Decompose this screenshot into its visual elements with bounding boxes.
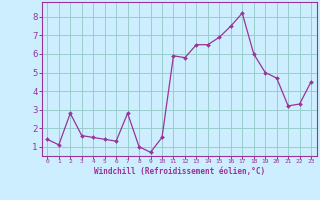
X-axis label: Windchill (Refroidissement éolien,°C): Windchill (Refroidissement éolien,°C)	[94, 167, 265, 176]
